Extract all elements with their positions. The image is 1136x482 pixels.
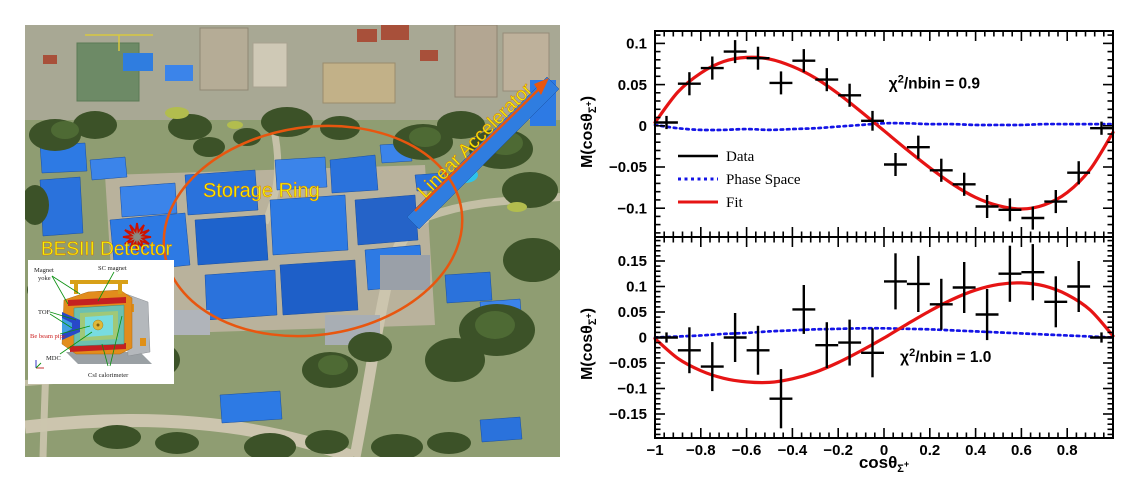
x-tick-label: 0 bbox=[880, 442, 888, 459]
linac-beam-line bbox=[414, 84, 544, 212]
x-tick-label: −0.6 bbox=[732, 442, 762, 459]
phase-space-curve bbox=[653, 326, 1115, 339]
storage-ring-label: Storage Ring bbox=[203, 180, 320, 202]
x-tick-label: 0.6 bbox=[1011, 442, 1032, 459]
photo-grass-patches bbox=[165, 107, 527, 212]
axis-ticks bbox=[654, 32, 1114, 236]
y-tick-label: 0.05 bbox=[618, 304, 647, 321]
inset-label-tof: TOF bbox=[38, 309, 51, 316]
collision-starburst-icon bbox=[122, 222, 152, 252]
inset-label-sc-magnet: SC magnet bbox=[98, 265, 127, 272]
x-tick-label: −0.2 bbox=[823, 442, 853, 459]
x-tick-label: −0.8 bbox=[686, 442, 716, 459]
inset-pointer-lines bbox=[49, 271, 123, 367]
y-tick-label: −0.1 bbox=[617, 381, 647, 398]
y-tick-label: 0.1 bbox=[626, 279, 647, 296]
legend-item-label: Phase Space bbox=[726, 172, 801, 188]
top-plot-y-axis-title: M(cosθΣ+) bbox=[578, 95, 600, 169]
besiii-detector-label: BESIII Detector bbox=[41, 239, 173, 260]
plot-legend: Data Phase Space Fit bbox=[678, 149, 801, 211]
fit-curve bbox=[653, 55, 1115, 211]
photo-city-buildings bbox=[43, 25, 556, 126]
storage-ring-outline bbox=[162, 124, 464, 338]
y-tick-label: −0.05 bbox=[609, 355, 647, 372]
inset-axes-icon bbox=[35, 360, 44, 369]
top-moment-panel: 0.1 0.05 0 −0.05 −0.1 χ2/nbin = 0.9 Data Phase … bbox=[609, 30, 1115, 238]
legend-item-label: Fit bbox=[726, 195, 744, 211]
inset-label-mdc: MDC bbox=[46, 355, 61, 362]
inset-label-csi: CsI calorimeter bbox=[88, 372, 129, 379]
y-tick-label: 0 bbox=[639, 118, 647, 135]
y-tick-label: −0.1 bbox=[617, 200, 647, 217]
axis-ticks bbox=[654, 238, 1114, 437]
linac-arrow-icon bbox=[534, 78, 549, 95]
x-tick-label: 0.4 bbox=[965, 442, 987, 459]
x-tick-label: 0.2 bbox=[919, 442, 940, 459]
inset-label-magnet-yoke-1: Magnet bbox=[34, 267, 54, 274]
facility-blue-roofs bbox=[39, 142, 523, 443]
y-tick-label: 0.15 bbox=[618, 253, 647, 270]
fit-curve bbox=[653, 281, 1115, 385]
bottom-plot-y-axis-title: M(cosθΣ+) bbox=[578, 307, 600, 381]
inset-label-beam-pipe: Be beam pipe bbox=[30, 333, 66, 340]
x-tick-label: −1 bbox=[646, 442, 663, 459]
phase-space-curve bbox=[653, 121, 1115, 132]
y-tick-label: 0.1 bbox=[626, 36, 647, 53]
linac-building-strip bbox=[406, 76, 560, 230]
y-tick-label: 0.05 bbox=[618, 77, 647, 94]
y-tick-label: −0.05 bbox=[609, 159, 647, 176]
y-tick-label: −0.15 bbox=[609, 406, 647, 423]
data-points bbox=[655, 40, 1113, 230]
chi2-annotation: χ2/nbin = 1.0 bbox=[900, 347, 991, 366]
x-tick-label: 0.8 bbox=[1057, 442, 1078, 459]
x-tick-label: −0.4 bbox=[778, 442, 808, 459]
data-points bbox=[655, 244, 1113, 429]
legend-item-label: Data bbox=[726, 149, 755, 165]
detector-inset: Magnet yoke SC magnet TOF Be beam pipe M… bbox=[28, 260, 174, 384]
moment-plots: 0.1 0.05 0 −0.05 −0.1 χ2/nbin = 0.9 Data Phase … bbox=[609, 30, 1115, 459]
inset-label-magnet-yoke-2: yoke bbox=[38, 275, 51, 282]
plot-frame bbox=[654, 236, 1114, 439]
x-axis-title: cosθΣ+ bbox=[858, 452, 910, 476]
chi2-annotation: χ2/nbin = 0.9 bbox=[889, 74, 981, 93]
bepcii-aerial-photo: Storage Ring BESIII Detector Linear Acce… bbox=[25, 25, 560, 457]
bottom-moment-panel: 0.15 0.1 0.05 0 −0.05 −0.1 −0.15 −1 −0.8 −0.6 −0.4… bbox=[609, 236, 1115, 459]
y-tick-label: 0 bbox=[639, 330, 647, 347]
